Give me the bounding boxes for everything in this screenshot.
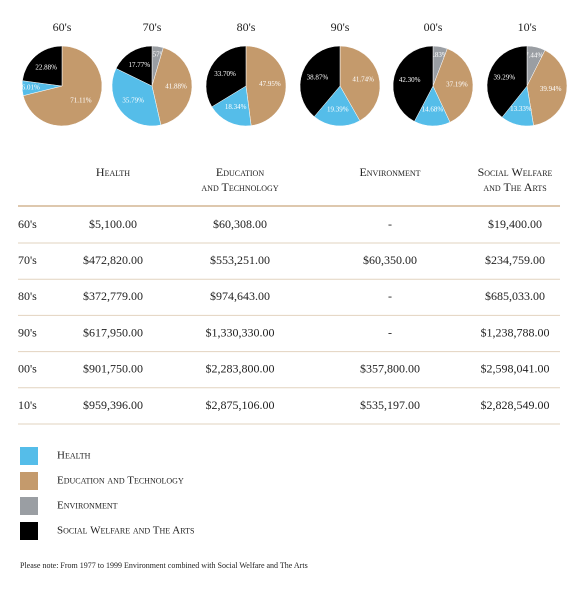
- pie-title: 90's: [331, 20, 350, 34]
- pie-slice: [115, 45, 153, 87]
- pie-slice: [392, 45, 434, 122]
- slice-label: 4.57%: [147, 51, 165, 59]
- table-header: Education: [216, 165, 264, 179]
- table-cell: -: [388, 289, 392, 303]
- slice-label: 6.01%: [22, 83, 40, 91]
- slice-label: 13.33%: [510, 105, 532, 113]
- table-cell: $2,283,800.00: [206, 362, 275, 376]
- slice-label: 14.68%: [422, 106, 444, 114]
- slice-label: 17.77%: [129, 61, 151, 69]
- slice-label: 18.34%: [225, 103, 247, 111]
- table-cell: $19,400.00: [488, 217, 542, 231]
- pie-slice: [339, 45, 381, 122]
- pie-slice: [22, 45, 63, 87]
- table-header: Social Welfare: [478, 165, 553, 179]
- slice-label: 7.44%: [525, 51, 543, 59]
- table-cell: 00's: [18, 362, 37, 376]
- table-cell: $1,238,788.00: [481, 325, 550, 339]
- slice-label: 71.11%: [70, 96, 91, 104]
- pie-slice: [151, 47, 193, 126]
- table-cell: $901,750.00: [83, 362, 143, 376]
- table-cell: $974,643.00: [210, 289, 270, 303]
- table-cell: 60's: [18, 217, 37, 231]
- pie-slice: [245, 45, 287, 126]
- slice-label: 19.39%: [327, 106, 349, 114]
- table-cell: 80's: [18, 289, 37, 303]
- table-header: and The Arts: [483, 180, 546, 194]
- slice-label: 42.30%: [399, 76, 421, 84]
- table-cell: $2,598,041.00: [481, 362, 550, 376]
- legend-swatch: [20, 472, 38, 490]
- legend-label: Education and Technology: [57, 475, 184, 487]
- table-cell: -: [388, 325, 392, 339]
- slice-label: 39.94%: [540, 85, 562, 93]
- pie-slice: [526, 49, 568, 126]
- legend-label: Environment: [57, 500, 118, 512]
- slice-label: 41.74%: [352, 75, 374, 83]
- slice-label: 37.19%: [446, 81, 468, 89]
- table-cell: $685,033.00: [485, 289, 545, 303]
- table-cell: $60,350.00: [363, 253, 417, 267]
- table-cell: 90's: [18, 325, 37, 339]
- table-cell: $5,100.00: [89, 217, 137, 231]
- legend-swatch: [20, 497, 38, 515]
- pie-slice: [205, 45, 247, 108]
- pie-slice: [299, 45, 341, 117]
- slice-label: 38.87%: [307, 73, 329, 81]
- table-cell: -: [388, 217, 392, 231]
- table-cell: $535,197.00: [360, 398, 420, 412]
- slice-label: 41.88%: [165, 82, 187, 90]
- pie-title: 80's: [237, 20, 256, 34]
- pie-slice: [486, 45, 528, 118]
- table-cell: $959,396.00: [83, 398, 143, 412]
- pie-slice: [22, 45, 103, 127]
- pie-slice: [313, 85, 361, 127]
- pie-title: 60's: [53, 20, 72, 34]
- table-cell: $234,759.00: [485, 253, 545, 267]
- slice-label: 47.95%: [259, 80, 281, 88]
- table-cell: $472,820.00: [83, 253, 143, 267]
- pie-slice: [211, 85, 252, 127]
- legend-swatch: [20, 522, 38, 540]
- table-header: Health: [96, 165, 130, 179]
- pie-title: 10's: [518, 20, 537, 34]
- slice-label: 39.29%: [494, 74, 516, 82]
- table-cell: $60,308.00: [213, 217, 267, 231]
- table-header: Environment: [359, 165, 420, 179]
- pie-title: 70's: [143, 20, 162, 34]
- table-cell: 10's: [18, 398, 37, 412]
- table-header: and Technology: [201, 180, 278, 194]
- legend-swatch: [20, 447, 38, 465]
- pie-title: 00's: [424, 20, 443, 34]
- table-cell: $2,875,106.00: [206, 398, 275, 412]
- table-cell: $372,779.00: [83, 289, 143, 303]
- table-cell: $617,950.00: [83, 325, 143, 339]
- slice-label: 5.83%: [430, 51, 448, 59]
- legend-label: Health: [57, 450, 91, 462]
- slice-label: 35.79%: [122, 97, 144, 105]
- note: Please note: From 1977 to 1999 Environme…: [20, 561, 308, 570]
- pie-slice: [111, 68, 162, 127]
- table-cell: $2,828,549.00: [481, 398, 550, 412]
- table-cell: 70's: [18, 253, 37, 267]
- table-cell: $1,330,330.00: [206, 325, 275, 339]
- legend-label: Social Welfare and The Arts: [57, 525, 194, 537]
- slice-label: 33.70%: [214, 70, 236, 78]
- pie-slice: [432, 48, 474, 123]
- table-cell: $553,251.00: [210, 253, 270, 267]
- slice-label: 22.88%: [35, 64, 57, 72]
- table-cell: $357,800.00: [360, 362, 420, 376]
